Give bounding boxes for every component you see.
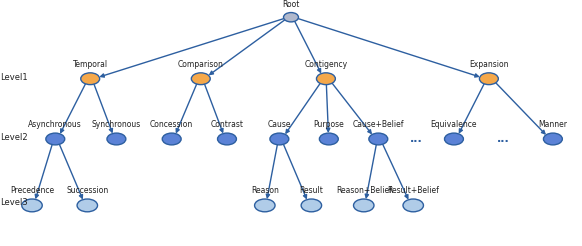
Ellipse shape (445, 133, 463, 145)
Text: Reason+Belief: Reason+Belief (336, 186, 392, 195)
Text: Manner: Manner (538, 120, 567, 129)
Text: Root: Root (282, 0, 300, 9)
Ellipse shape (320, 133, 338, 145)
Ellipse shape (369, 133, 388, 145)
Ellipse shape (22, 199, 42, 212)
Text: Temporal: Temporal (73, 60, 108, 69)
Text: Synchronous: Synchronous (92, 120, 141, 129)
Text: Succession: Succession (66, 186, 108, 195)
Text: Cause: Cause (268, 120, 291, 129)
Text: Concession: Concession (150, 120, 193, 129)
Text: ...: ... (410, 134, 423, 144)
Ellipse shape (77, 199, 98, 212)
Text: Purpose: Purpose (314, 120, 344, 129)
Ellipse shape (270, 133, 289, 145)
Ellipse shape (317, 73, 335, 85)
Text: Contigency: Contigency (304, 60, 347, 69)
Ellipse shape (46, 133, 65, 145)
Ellipse shape (301, 199, 322, 212)
Text: Expansion: Expansion (469, 60, 509, 69)
Text: Result: Result (299, 186, 324, 195)
Text: Comparison: Comparison (178, 60, 223, 69)
Ellipse shape (81, 73, 100, 85)
Ellipse shape (353, 199, 374, 212)
Ellipse shape (162, 133, 181, 145)
Text: Precedence: Precedence (10, 186, 54, 195)
Text: Contrast: Contrast (211, 120, 243, 129)
Text: Reason: Reason (251, 186, 279, 195)
Ellipse shape (107, 133, 126, 145)
Text: ...: ... (497, 134, 510, 144)
Text: Asynchronous: Asynchronous (29, 120, 82, 129)
Text: Result+Belief: Result+Belief (387, 186, 439, 195)
Ellipse shape (254, 199, 275, 212)
Text: Level1: Level1 (0, 73, 27, 82)
Ellipse shape (191, 73, 210, 85)
Text: Equivalence: Equivalence (431, 120, 477, 129)
Text: Level3: Level3 (0, 199, 28, 207)
Ellipse shape (283, 13, 299, 22)
Ellipse shape (403, 199, 424, 212)
Ellipse shape (480, 73, 498, 85)
Text: Level2: Level2 (0, 133, 27, 142)
Ellipse shape (218, 133, 236, 145)
Ellipse shape (544, 133, 562, 145)
Text: Cause+Belief: Cause+Belief (353, 120, 404, 129)
